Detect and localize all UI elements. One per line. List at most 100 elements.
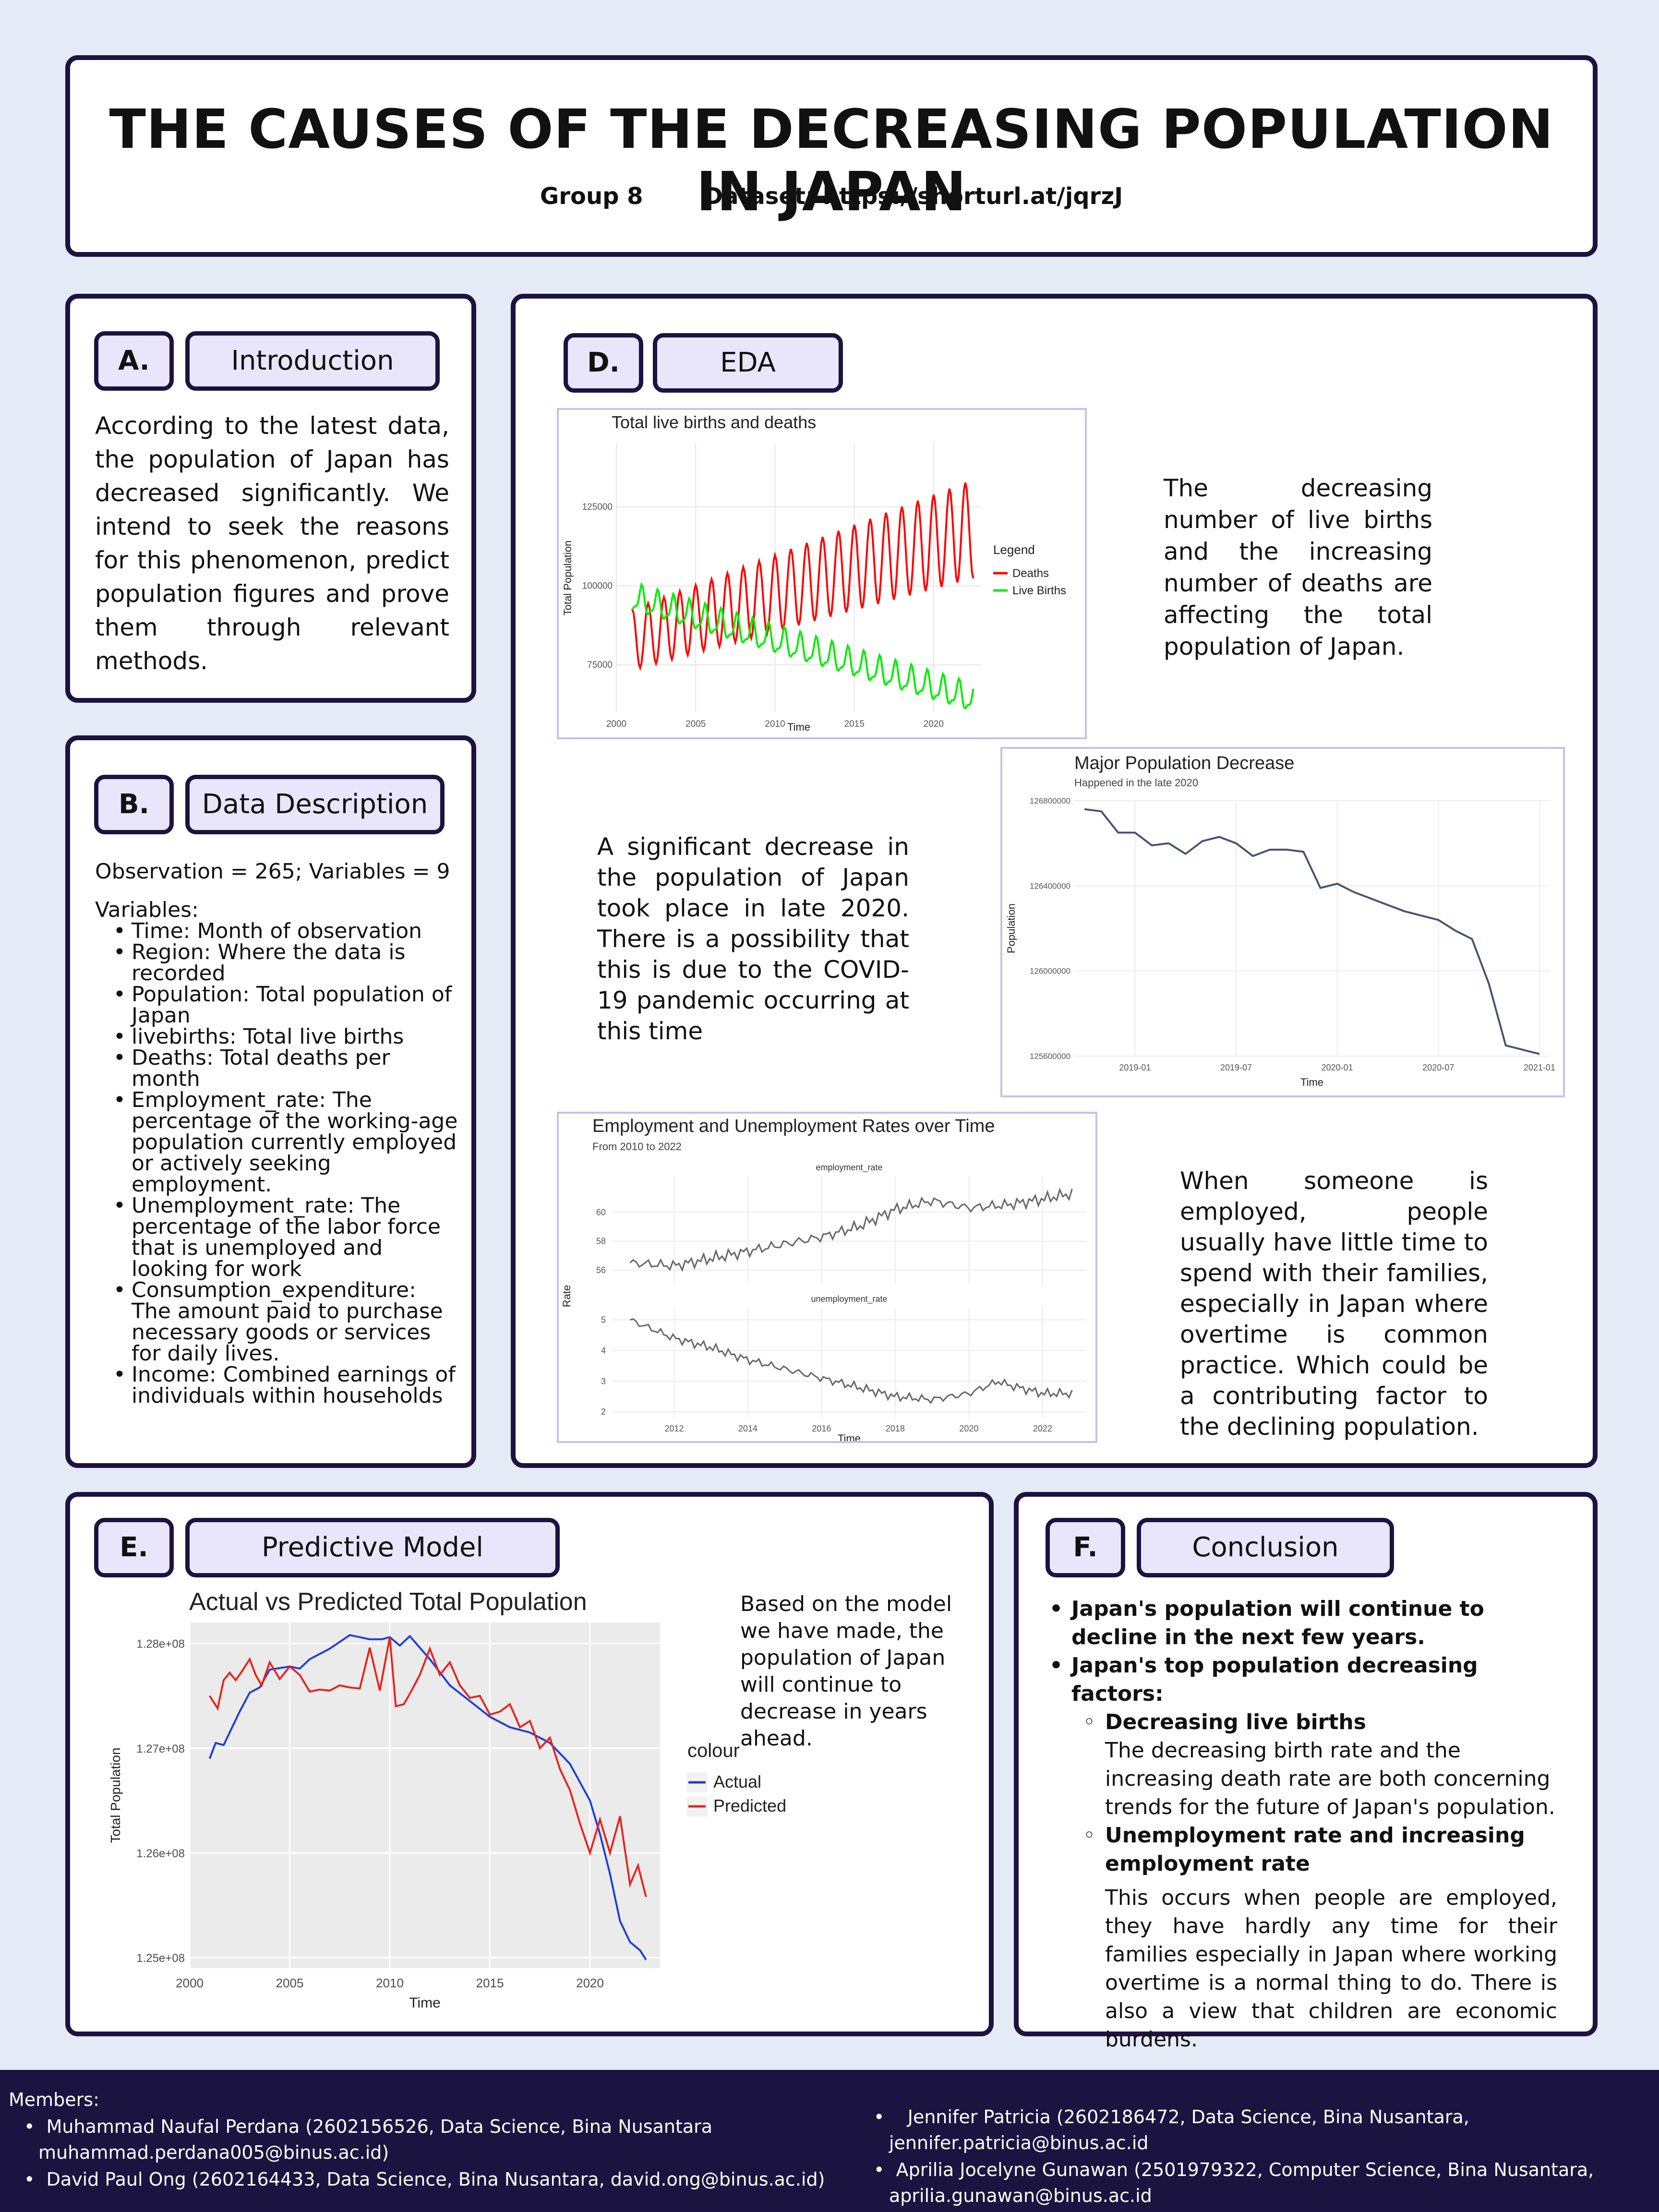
- chart-title: Actual vs Predicted Total Population: [189, 1588, 587, 1616]
- poster-title: THE CAUSES OF THE DECREASING POPULATION …: [109, 98, 1554, 223]
- series-line-deaths: [631, 482, 974, 671]
- variable-item: Time: Month of observation: [95, 921, 460, 942]
- variables-list: Time: Month of observationRegion: Where …: [95, 921, 460, 1407]
- series-line-predicted: [209, 1637, 647, 1898]
- x-tick-label: 2016: [812, 1424, 831, 1433]
- facet-label: unemployment_rate: [811, 1294, 887, 1304]
- x-tick-label: 2020: [576, 1976, 604, 1990]
- member-4: • Aprilia Jocelyne Gunawan (2501979322, …: [874, 2159, 1594, 2180]
- y-tick-label: 2: [601, 1407, 606, 1417]
- conclusion-point-1: • Japan's population will continue to dec…: [1049, 1597, 1484, 1649]
- y-tick-label: 4: [601, 1346, 606, 1355]
- variables-title: Variables:: [95, 898, 199, 922]
- data-description-panel: B. Data Description Observation = 265; V…: [65, 735, 476, 1468]
- eda-label-tag: EDA: [653, 333, 843, 393]
- actual-vs-predicted-chart: Actual vs Predicted Total Population 2000…: [101, 1584, 830, 2026]
- x-tick-label: 2020-07: [1422, 1063, 1454, 1072]
- conclusion-sub-2-text: This occurs when people are employed, th…: [1105, 1886, 1557, 2052]
- y-tick-label: 126400000: [1030, 881, 1070, 890]
- x-tick-label: 2019-07: [1220, 1063, 1252, 1072]
- x-tick-label: 2015: [476, 1976, 504, 1990]
- x-axis-label: Time: [409, 1995, 441, 2011]
- subtitle-line: Group 8 Dataset: https://shorturl.at/jqr…: [70, 183, 1593, 210]
- eda-text-population-decrease: A significant decrease in the population…: [597, 833, 909, 1045]
- x-tick-label: 2014: [738, 1424, 757, 1433]
- y-tick-label: 60: [596, 1207, 606, 1217]
- predictive-letter-tag: E.: [94, 1518, 174, 1577]
- x-axis-label: Time: [787, 721, 810, 733]
- legend-label: Predicted: [713, 1796, 786, 1815]
- variable-item: Population: Total population of Japan: [95, 984, 460, 1026]
- intro-letter-tag: A.: [94, 331, 174, 391]
- x-tick-label: 2010: [765, 719, 785, 729]
- member-3-email: jennifer.patricia@binus.ac.id: [889, 2132, 1149, 2153]
- x-tick-label: 2020: [959, 1424, 978, 1433]
- member-3: • Jennifer Patricia (2602186472, Data Sc…: [874, 2106, 1469, 2128]
- y-tick-label: 1.25e+08: [136, 1952, 185, 1965]
- conclusion-sub-1: ◦ Decreasing live births: [1083, 1710, 1366, 1734]
- legend-title: Legend: [993, 542, 1035, 557]
- population-decrease-chart: Major Population Decrease Happened in the…: [1000, 747, 1565, 1097]
- predictive-label-tag: Predictive Model: [185, 1518, 560, 1577]
- y-tick-label: 58: [596, 1237, 606, 1246]
- x-tick-label: 2000: [606, 719, 626, 729]
- variable-item: Deaths: Total deaths per month: [95, 1047, 460, 1090]
- member-1-email: muhammad.perdana005@binus.ac.id): [38, 2142, 389, 2163]
- members-title: Members:: [9, 2089, 99, 2110]
- chart-subtitle: Happened in the late 2020: [1074, 777, 1198, 789]
- employment-plot: Employment and Unemployment Rates over T…: [561, 1116, 1087, 1441]
- population-decrease-plot: Major Population Decrease Happened in the…: [1005, 753, 1555, 1088]
- x-tick-label: 2005: [685, 719, 706, 729]
- x-tick-label: 2000: [176, 1976, 204, 1990]
- conclusion-body: • Japan's population will continue to dec…: [1044, 1595, 1557, 2054]
- y-tick-label: 1.27e+08: [136, 1743, 185, 1755]
- chart-title: Total live births and deaths: [612, 412, 816, 432]
- conclusion-sub-1-text: The decreasing birth rate and the increa…: [1105, 1738, 1555, 1819]
- x-tick-label: 2012: [664, 1424, 684, 1433]
- facet-label: employment_rate: [816, 1163, 882, 1173]
- predictive-panel: E. Predictive Model Actual vs Predicted …: [65, 1492, 994, 2036]
- dataset-link[interactable]: Dataset: https://shorturl.at/jqrzJ: [704, 183, 1123, 210]
- population-line: [1084, 808, 1540, 1055]
- employment-chart: Employment and Unemployment Rates over T…: [557, 1112, 1097, 1443]
- x-axis-label: Time: [1300, 1076, 1323, 1088]
- member-2: • David Paul Ong (2602164433, Data Scien…: [24, 2169, 825, 2190]
- series-line-actual: [208, 1634, 647, 1960]
- chart-title: Major Population Decrease: [1074, 753, 1294, 773]
- predictive-text: Based on the model we have made, the pop…: [740, 1592, 952, 1751]
- y-tick-label: 126800000: [1030, 796, 1070, 805]
- eda-letter-tag: D.: [564, 333, 643, 393]
- chart-subtitle: From 2010 to 2022: [592, 1141, 682, 1153]
- legend-title: colour: [687, 1740, 740, 1761]
- y-tick-label: 125000: [582, 502, 613, 512]
- variable-item: Income: Combined earnings of individuals…: [95, 1364, 460, 1407]
- births-deaths-chart: Total live births and deaths 2000 2005 2010…: [557, 408, 1087, 739]
- legend-label: Deaths: [1012, 567, 1049, 580]
- intro-label-tag: Introduction: [185, 331, 440, 391]
- intro-panel: A. Introduction According to the latest …: [65, 294, 476, 703]
- title-panel: THE CAUSES OF THE DECREASING POPULATION …: [65, 55, 1598, 257]
- y-tick-label: 1.26e+08: [136, 1847, 185, 1860]
- series-line-live-births: [631, 582, 974, 710]
- observation-summary: Observation = 265; Variables = 9: [95, 859, 450, 884]
- variable-item: livebirths: Total live births: [95, 1026, 460, 1048]
- eda-text-employment: When someone is employed, people usually…: [1180, 1167, 1488, 1441]
- y-axis-label: Population: [1005, 903, 1017, 953]
- births-deaths-plot: Total live births and deaths 2000 2005 2010…: [562, 412, 1066, 733]
- y-tick-label: 126000000: [1030, 967, 1070, 976]
- x-tick-label: 2010: [376, 1976, 404, 1990]
- x-tick-label: 2022: [1033, 1424, 1052, 1433]
- legend-label: Live Births: [1012, 584, 1066, 597]
- x-axis-label: Time: [838, 1432, 861, 1441]
- member-1: • Muhammad Naufal Perdana (2602156526, D…: [24, 2116, 713, 2137]
- member-4-email: aprilia.gunawan@binus.ac.id: [889, 2185, 1152, 2206]
- legend-label: Actual: [713, 1772, 761, 1791]
- variable-item: Unemployment_rate: The percentage of the…: [95, 1195, 460, 1280]
- series-line-employment-rate: [629, 1188, 1073, 1272]
- x-tick-label: 2015: [844, 719, 865, 729]
- data-letter-tag: B.: [94, 775, 174, 834]
- y-tick-label: 75000: [587, 660, 613, 670]
- y-tick-label: 3: [601, 1376, 606, 1386]
- conclusion-sub-2: ◦ Unemployment rate and increasing employ…: [1083, 1823, 1525, 1876]
- chart-title: Employment and Unemployment Rates over T…: [592, 1116, 995, 1136]
